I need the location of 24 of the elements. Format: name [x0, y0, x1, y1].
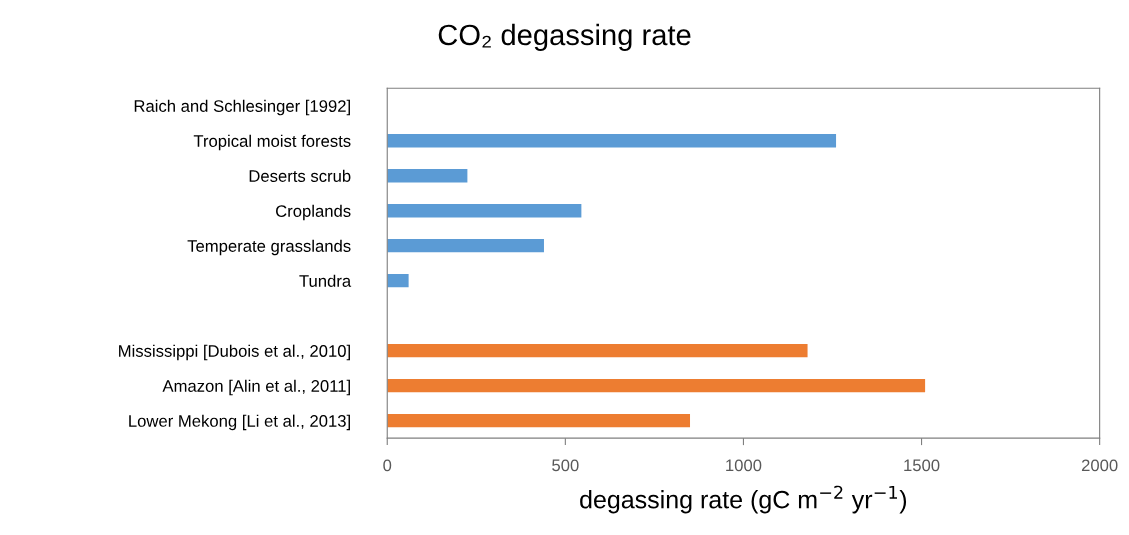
bar: [387, 344, 808, 358]
y-tick-label: Croplands: [276, 204, 351, 221]
y-tick-label: Lower Mekong [Li et al., 2013]: [129, 414, 350, 431]
y-tick-label: Mississippi [Dubois et al., 2010]: [119, 344, 350, 361]
x-axis-title: degassing rate (gC m$^{−2}$ yr$^{−1}$): [580, 485, 907, 514]
y-tick-label: Amazon [Alin et al., 2011]: [162, 379, 350, 396]
x-tick-label: 500: [552, 459, 579, 472]
y-tick-label: Deserts scrub: [249, 169, 351, 182]
x-tick-label: 1500: [904, 459, 940, 472]
y-tick-label: Temperate grasslands: [187, 239, 351, 256]
bar: [387, 274, 409, 288]
y-tick-label: Raich and Schlesinger [1992]: [134, 99, 350, 116]
y-tick-label: Tropical moist forests: [193, 134, 351, 151]
bar: [387, 239, 544, 253]
x-tick-label: 1000: [726, 459, 762, 472]
bar: [387, 204, 582, 218]
bar: [387, 379, 926, 393]
bar: [387, 169, 468, 183]
x-tick-label: 0: [383, 459, 392, 472]
bar: [387, 134, 837, 148]
bar: [387, 414, 691, 428]
chart-title: CO₂ degassing rate: [438, 23, 691, 52]
x-tick-label: 2000: [1081, 459, 1118, 472]
y-tick-label: Tundra: [299, 274, 352, 287]
